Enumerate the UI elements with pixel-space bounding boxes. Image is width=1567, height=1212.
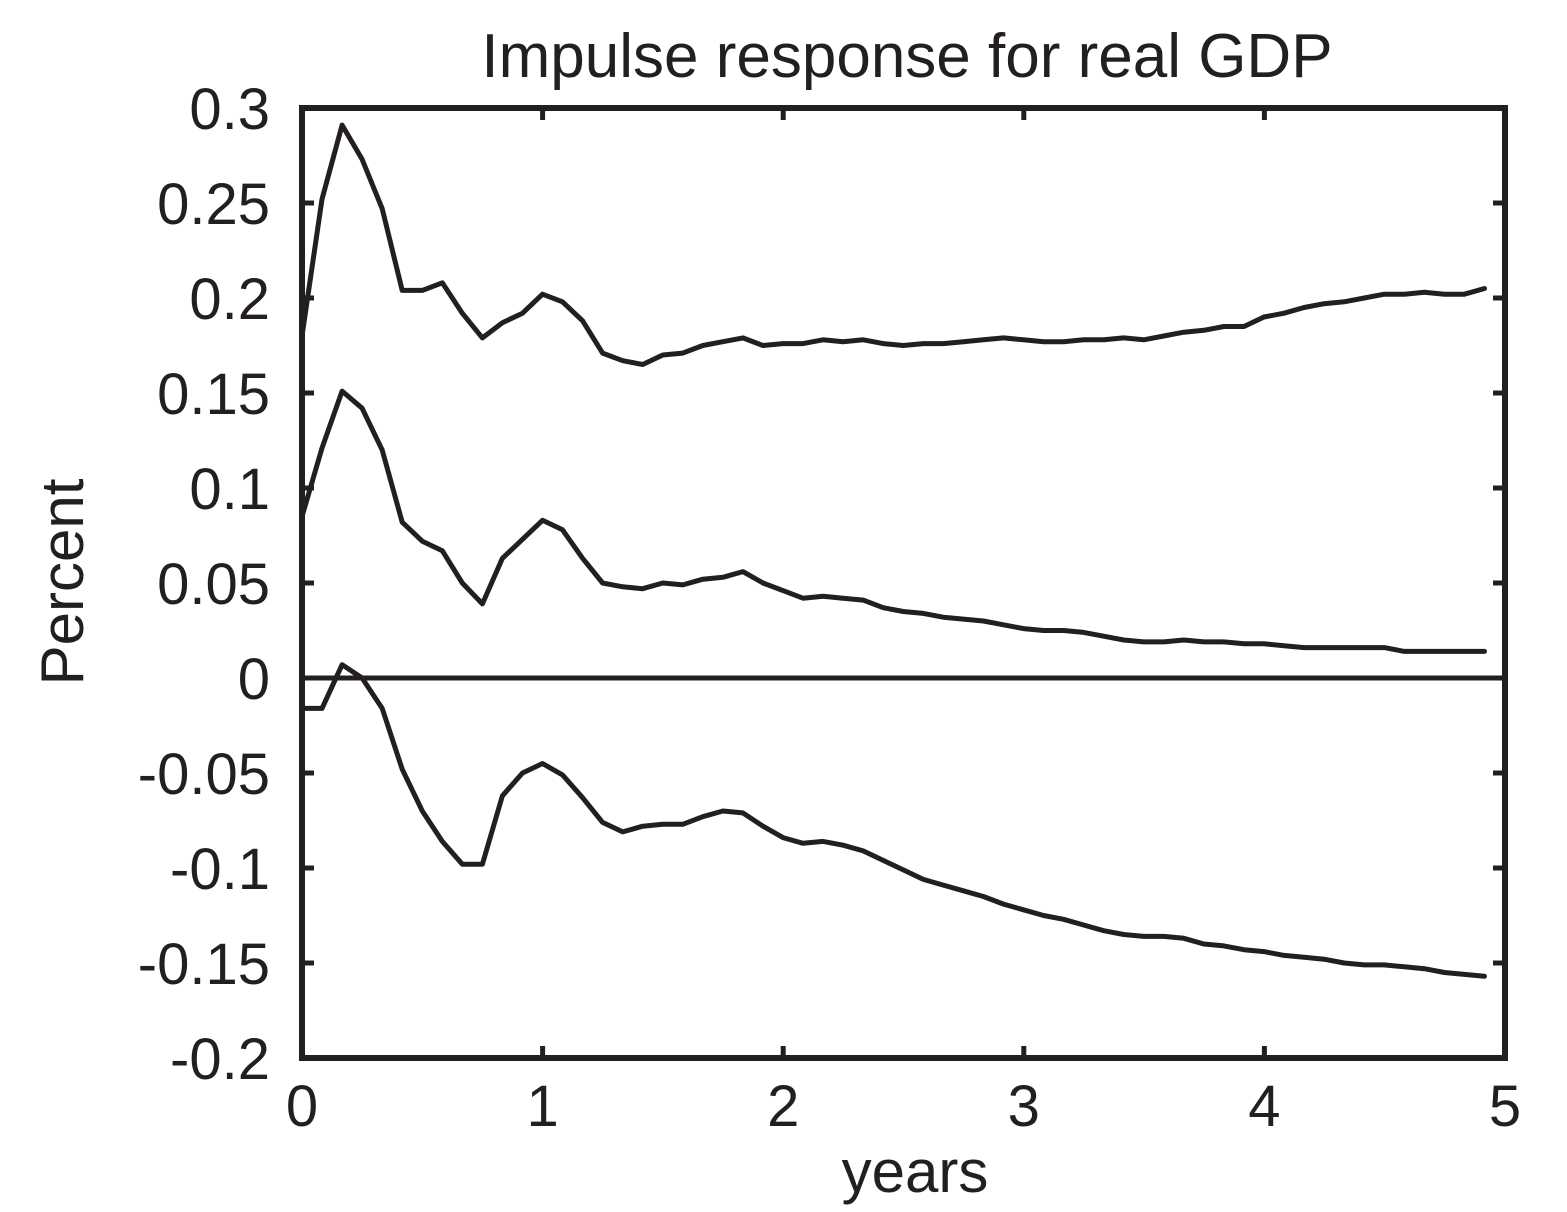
- y-tick-label: 0.15: [157, 362, 270, 427]
- chart-title: Impulse response for real GDP: [481, 22, 1332, 91]
- y-tick-label: -0.2: [170, 1027, 270, 1092]
- y-tick-label: 0.2: [189, 267, 270, 332]
- series-line-3: [299, 662, 1487, 979]
- y-axis-label: Percent: [29, 478, 96, 685]
- series-line-1: [299, 122, 1487, 367]
- y-tick-label: -0.1: [170, 837, 270, 902]
- y-tick-label: 0.1: [189, 457, 270, 522]
- x-tick-label: 4: [1248, 1074, 1280, 1139]
- y-tick-label: -0.05: [138, 742, 270, 807]
- x-tick-label: 1: [526, 1074, 558, 1139]
- plot-frame: [299, 105, 1508, 1061]
- y-tick-label: 0.25: [157, 172, 270, 237]
- series-layer: [299, 122, 1487, 979]
- x-tick-label: 5: [1489, 1074, 1521, 1139]
- y-tick-label: 0: [238, 647, 270, 712]
- x-tick-label: 0: [286, 1074, 318, 1139]
- y-tick-label: 0.3: [189, 77, 270, 142]
- series-line-2: [299, 388, 1487, 654]
- x-tick-label: 2: [767, 1074, 799, 1139]
- y-tick-label: 0.05: [157, 552, 270, 617]
- x-tick-label: 3: [1008, 1074, 1040, 1139]
- x-axis-label: years: [842, 1138, 989, 1205]
- y-axis: 0.3 0.25 0.2 0.15 0.1 0.05 0 -0.05 -0.1 -0.15 -0.2: [138, 77, 1505, 1092]
- y-tick-label: -0.15: [138, 932, 270, 997]
- x-axis: 0 1 2 3 4 5: [286, 108, 1521, 1139]
